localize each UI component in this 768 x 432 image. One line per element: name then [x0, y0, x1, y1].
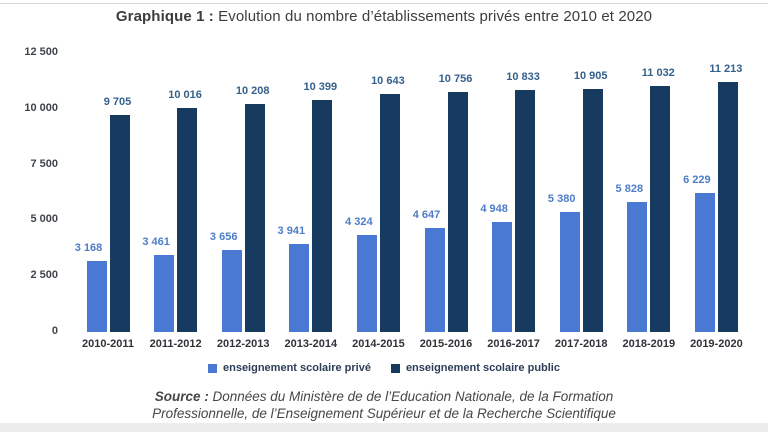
page-title-prefix: Graphique 1 :: [115, 8, 214, 25]
bar-public: [312, 100, 333, 332]
bar-public: [244, 104, 265, 332]
bar-private: [492, 222, 513, 332]
bar-value-label-private: 3 168: [74, 242, 103, 254]
bar-value-label-public: 10 016: [168, 89, 202, 101]
x-axis-category-label: 2018-2019: [622, 338, 676, 350]
bar-value-label-public: 10 905: [573, 70, 608, 82]
source-line-2: Professionnelle, de l’Enseignement Supér…: [152, 406, 616, 421]
bar-private: [559, 212, 580, 332]
bar-public: [515, 90, 536, 332]
y-axis-tick-label: 2 500: [30, 269, 58, 282]
legend-item-public: enseignement scolaire public: [390, 362, 560, 374]
bar-private: [221, 250, 242, 332]
y-axis-tick-label: 7 500: [30, 157, 58, 170]
x-axis-category-label: 2013-2014: [284, 338, 338, 350]
y-axis-tick-label: 0: [51, 325, 58, 337]
bar-value-label-private: 3 941: [277, 225, 306, 237]
bar-private: [627, 202, 648, 332]
chart-legend: enseignement scolaire privé enseignement…: [0, 362, 768, 374]
bar-value-label-private: 4 647: [412, 209, 441, 221]
bar-public: [447, 92, 468, 332]
legend-swatch-public: [390, 363, 400, 373]
page-title: Graphique 1 : Evolution du nombre d’étab…: [0, 8, 768, 25]
bar-private: [154, 255, 175, 332]
y-axis-tick-label: 5 000: [30, 213, 58, 226]
legend-label-prive: enseignement scolaire privé: [222, 362, 371, 374]
source-label: Source :: [154, 389, 209, 404]
source-note: Source : Données du Ministère de de l’Ed…: [0, 388, 768, 422]
bar-private: [424, 228, 445, 332]
bar-public: [582, 89, 603, 332]
bar-value-label-public: 10 208: [235, 85, 270, 97]
bar-private: [86, 261, 107, 332]
bar-value-label-private: 5 380: [547, 193, 576, 205]
legend-item-prive: enseignement scolaire privé: [207, 362, 371, 374]
bar-private: [289, 244, 310, 332]
bar-value-label-private: 4 948: [480, 203, 508, 215]
x-axis-category-label: 2010-2011: [82, 338, 134, 350]
bar-value-label-public: 11 213: [709, 63, 743, 75]
bar-public: [650, 86, 671, 332]
bar-value-label-private: 3 656: [209, 231, 238, 243]
x-axis-category-label: 2019-2020: [690, 338, 743, 350]
legend-swatch-prive: [207, 363, 217, 373]
bar-public: [109, 115, 130, 332]
x-axis-category-label: 2016-2017: [487, 338, 540, 350]
bar-value-label-public: 10 833: [506, 71, 540, 83]
y-axis-tick-label: 10 000: [24, 101, 58, 114]
bar-value-label-private: 4 324: [345, 216, 373, 228]
bar-value-label-public: 10 756: [438, 73, 473, 85]
bar-private: [694, 193, 715, 332]
bar-private: [356, 235, 377, 332]
x-axis-category-label: 2014-2015: [352, 338, 405, 350]
x-axis-category-label: 2017-2018: [554, 338, 608, 350]
source-line-1-text: Données du Ministère de de l’Education N…: [208, 389, 614, 404]
bar-value-label-public: 11 032: [641, 67, 675, 79]
legend-label-public: enseignement scolaire public: [405, 362, 560, 374]
bottom-divider: [0, 423, 768, 432]
bar-value-label-private: 6 229: [683, 174, 711, 186]
bar-value-label-public: 10 399: [303, 81, 338, 93]
y-axis-tick-label: 12 500: [24, 46, 58, 58]
x-axis-category-label: 2012-2013: [216, 338, 270, 350]
bar-value-label-private: 3 461: [142, 236, 170, 248]
x-axis-category-label: 2015-2016: [419, 338, 473, 350]
bar-public: [379, 94, 400, 332]
bar-public: [717, 82, 738, 332]
bar-value-label-public: 9 705: [103, 96, 132, 108]
source-line-1: Source : Données du Ministère de de l’Ed…: [0, 388, 768, 405]
bar-public: [177, 108, 198, 332]
bar-value-label-public: 10 643: [371, 75, 405, 87]
top-divider: [0, 3, 768, 4]
bar-value-label-private: 5 828: [615, 183, 644, 195]
page-title-text: Evolution du nombre d’établissements pri…: [213, 8, 653, 25]
x-axis-category-label: 2011-2012: [149, 338, 202, 350]
